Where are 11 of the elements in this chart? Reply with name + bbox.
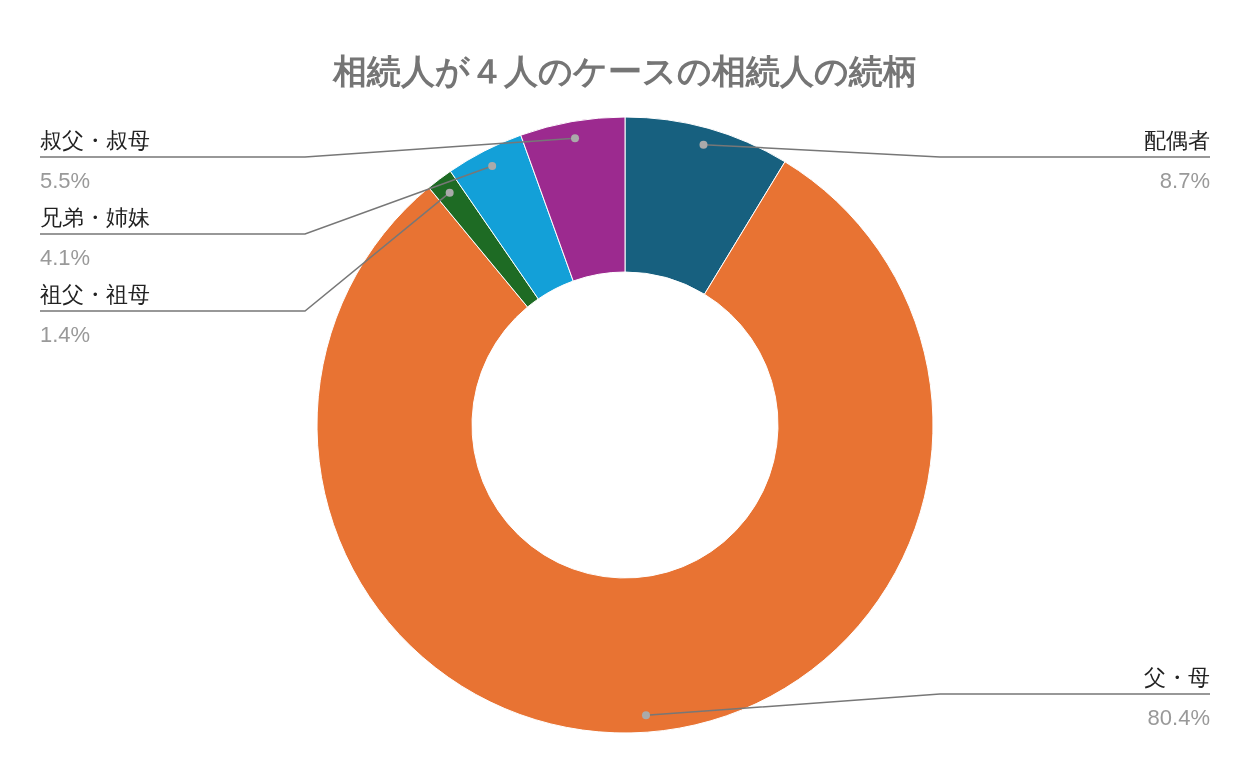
slice-label: 父・母 (1144, 665, 1210, 690)
slice-label: 配偶者 (1144, 128, 1210, 153)
data-label: 1.4% (40, 322, 91, 347)
chart-title: 相続人が４人のケースの相続人の続柄 (332, 52, 917, 90)
slice-label: 祖父・祖母 (40, 282, 150, 307)
slice-label: 兄弟・姉妹 (40, 205, 150, 230)
data-label: 4.1% (40, 245, 91, 270)
slice-label: 叔父・叔母 (40, 128, 150, 153)
data-label: 8.7% (1159, 168, 1210, 193)
data-label: 80.4% (1147, 705, 1210, 730)
data-label: 5.5% (40, 168, 91, 193)
